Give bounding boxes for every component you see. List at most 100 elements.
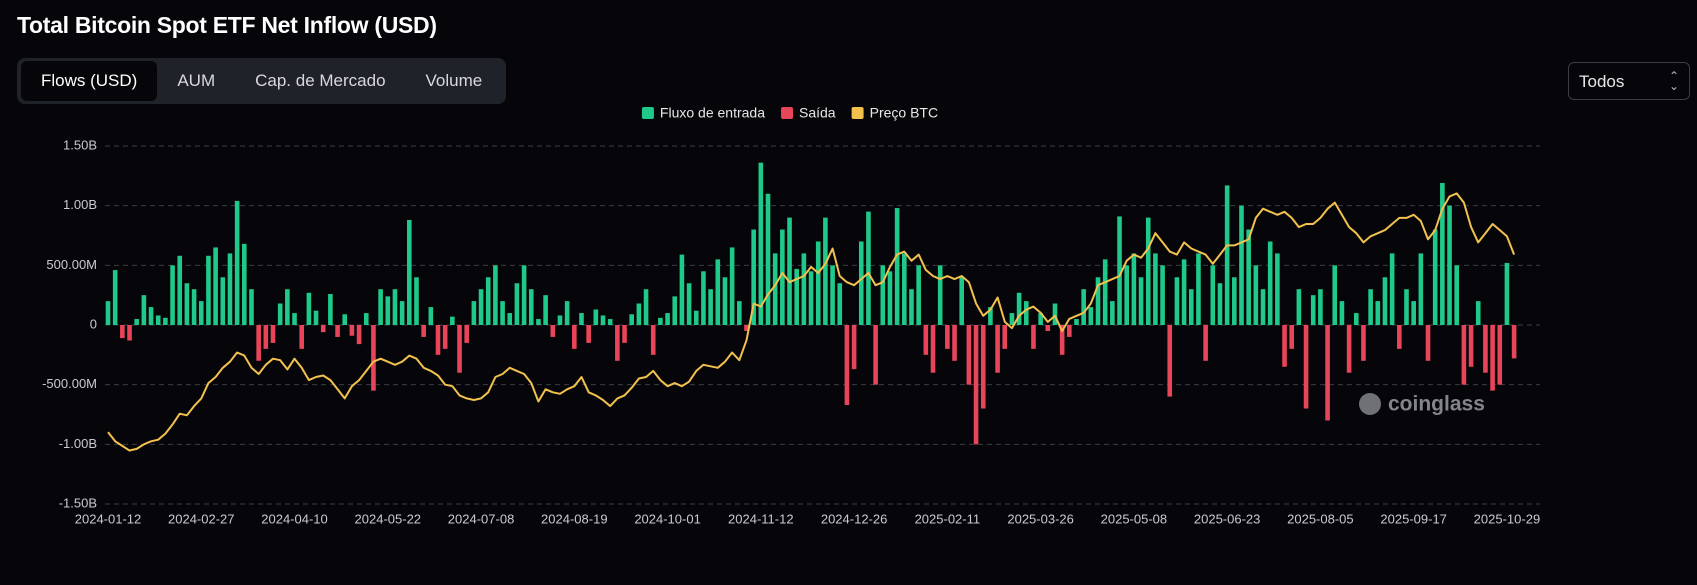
bar bbox=[1059, 325, 1065, 355]
bar bbox=[493, 265, 498, 325]
bar bbox=[1368, 289, 1373, 325]
bar bbox=[120, 325, 125, 339]
bar bbox=[937, 265, 943, 325]
bar bbox=[966, 325, 972, 385]
bar bbox=[507, 313, 513, 325]
bar bbox=[256, 325, 261, 361]
bar bbox=[1253, 265, 1259, 325]
bar bbox=[500, 301, 505, 325]
range-select[interactable]: Todos ⌃ ⌄ bbox=[1568, 62, 1690, 100]
bar bbox=[407, 219, 412, 325]
bar bbox=[313, 310, 319, 325]
bar bbox=[1239, 205, 1244, 325]
bar bbox=[234, 200, 240, 325]
bar bbox=[242, 243, 247, 325]
x-tick-label: 2025-10-29 bbox=[1474, 511, 1541, 526]
bar bbox=[385, 296, 391, 325]
bar bbox=[722, 277, 728, 325]
tab[interactable]: AUM bbox=[177, 71, 216, 90]
bar bbox=[1475, 301, 1481, 325]
bar bbox=[586, 325, 591, 343]
bar bbox=[930, 325, 936, 373]
tab[interactable]: Cap. de Mercado bbox=[255, 71, 386, 90]
bar bbox=[177, 255, 183, 325]
watermark-logo bbox=[1359, 393, 1381, 415]
y-tick-label: 0 bbox=[90, 316, 97, 331]
bar bbox=[1031, 325, 1036, 349]
bar bbox=[442, 325, 448, 349]
bar bbox=[643, 289, 649, 325]
chart-title: Total Bitcoin Spot ETF Net Inflow (USD) bbox=[17, 12, 437, 38]
bar bbox=[1504, 262, 1510, 325]
legend-label: Fluxo de entrada bbox=[660, 105, 765, 121]
bar bbox=[1310, 295, 1316, 325]
select-value: Todos bbox=[1579, 72, 1625, 91]
bar bbox=[1375, 301, 1381, 325]
bar bbox=[1067, 325, 1072, 337]
bar bbox=[471, 301, 477, 325]
bar bbox=[593, 309, 599, 325]
legend-item: Fluxo de entrada bbox=[641, 105, 765, 121]
x-tick-label: 2024-02-27 bbox=[168, 511, 235, 526]
bar bbox=[399, 301, 405, 325]
bar bbox=[1303, 325, 1309, 409]
bar bbox=[1210, 265, 1216, 325]
bar bbox=[1318, 289, 1323, 325]
bar bbox=[715, 259, 721, 325]
bar bbox=[1009, 313, 1015, 325]
bar bbox=[973, 325, 979, 445]
bar bbox=[198, 301, 204, 325]
bar bbox=[557, 315, 563, 325]
bar bbox=[363, 313, 369, 325]
bar bbox=[1461, 325, 1467, 385]
bar bbox=[328, 293, 333, 325]
bar bbox=[1038, 313, 1043, 325]
bar bbox=[665, 313, 670, 325]
bar bbox=[902, 253, 907, 325]
bar bbox=[478, 289, 484, 325]
x-tick-label: 2024-01-12 bbox=[75, 511, 142, 526]
bar bbox=[1203, 325, 1208, 361]
bar bbox=[1217, 283, 1223, 325]
bar bbox=[780, 229, 785, 325]
legend-swatch bbox=[851, 107, 864, 119]
bar bbox=[1361, 325, 1366, 361]
tab[interactable]: Volume bbox=[425, 71, 483, 90]
bar bbox=[866, 211, 871, 325]
bar bbox=[184, 283, 190, 325]
bar bbox=[1425, 325, 1431, 361]
bar bbox=[1267, 241, 1273, 325]
bar bbox=[636, 303, 642, 325]
bar bbox=[808, 271, 814, 325]
bar bbox=[277, 303, 283, 325]
bar bbox=[1454, 265, 1460, 325]
bar bbox=[1440, 182, 1445, 325]
bar bbox=[894, 208, 900, 325]
watermark: coinglass bbox=[1359, 393, 1485, 416]
legend-swatch bbox=[781, 107, 794, 119]
bar bbox=[378, 289, 383, 325]
bar bbox=[148, 307, 154, 325]
bar bbox=[1339, 301, 1345, 325]
bar bbox=[758, 162, 764, 325]
bar bbox=[543, 295, 548, 325]
bar bbox=[693, 310, 699, 325]
tab[interactable]: Flows (USD) bbox=[21, 61, 158, 101]
bar bbox=[270, 325, 276, 343]
x-tick-label: 2025-02-11 bbox=[915, 511, 981, 526]
bar bbox=[1389, 253, 1395, 325]
legend-swatch bbox=[641, 107, 654, 119]
bar bbox=[1016, 292, 1022, 325]
y-tick-label: 1.50B bbox=[63, 137, 97, 152]
bar bbox=[1138, 277, 1144, 325]
watermark-text: coinglass bbox=[1388, 393, 1485, 416]
x-tick-label: 2025-09-17 bbox=[1380, 511, 1447, 526]
x-tick-label: 2025-03-26 bbox=[1007, 511, 1074, 526]
bar bbox=[1282, 325, 1287, 367]
bar bbox=[414, 277, 419, 325]
bar bbox=[514, 283, 520, 325]
bar bbox=[772, 253, 778, 325]
bar bbox=[428, 307, 434, 325]
bar bbox=[622, 325, 627, 343]
